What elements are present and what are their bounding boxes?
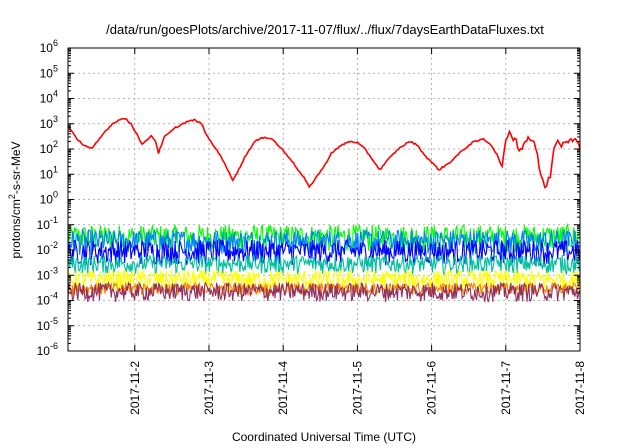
y-tick-label-exponent: 1: [53, 164, 58, 174]
y-tick-label-exponent: -5: [50, 316, 58, 326]
y-tick-label: 100: [40, 190, 58, 207]
y-tick-label: 105: [40, 63, 58, 80]
y-tick-label-base: 10: [37, 344, 51, 358]
y-axis: 10-610-510-410-310-210-11001011021031041…: [37, 38, 580, 358]
x-tick-label: 2017-11-2: [128, 361, 142, 415]
y-tick-label-exponent: -4: [50, 291, 58, 301]
y-tick-label-base: 10: [40, 117, 54, 131]
y-tick-label-base: 10: [37, 243, 51, 257]
y-axis-label: protons/cm2-s-sr-MeV: [7, 141, 23, 258]
x-axis-label: Coordinated Universal Time (UTC): [232, 430, 416, 444]
y-tick-label-base: 10: [40, 193, 54, 207]
y-tick-label-exponent: -2: [50, 240, 58, 250]
y-tick-label-base: 10: [37, 319, 51, 333]
flux-band-6: [67, 280, 580, 303]
y-tick-label-base: 10: [40, 142, 54, 156]
x-tick-label: 2017-11-5: [350, 361, 364, 415]
x-tick-label: 2017-11-6: [425, 361, 439, 415]
y-tick-label: 10-2: [37, 240, 58, 257]
flux-band-2: [67, 238, 580, 267]
y-tick-label-base: 10: [37, 294, 51, 308]
y-tick-label-exponent: 6: [53, 38, 58, 48]
flux-line-0: [67, 117, 581, 189]
y-tick-label: 101: [40, 164, 58, 181]
x-tick-label: 2017-11-4: [276, 361, 290, 415]
y-tick-label-base: 10: [37, 218, 51, 232]
y-tick-label-exponent: -6: [50, 341, 58, 351]
y-tick-label-base: 10: [40, 167, 54, 181]
x-tick-label: 2017-11-8: [573, 361, 587, 415]
y-tick-label: 10-4: [37, 291, 58, 308]
y-axis-label-base: protons/cm: [9, 199, 23, 258]
y-tick-label: 104: [40, 89, 58, 106]
x-axis: 2017-11-2 2017-11-3 2017-11-4 2017-11-5 2017…: [128, 48, 587, 415]
grid: [68, 48, 580, 351]
y-tick-label: 103: [40, 114, 58, 131]
y-tick-label-exponent: 2: [53, 139, 58, 149]
flux-band-3: [67, 253, 580, 276]
x-tick-label: 2017-11-7: [499, 361, 513, 415]
flux-band-1: [67, 227, 580, 257]
y-tick-label-exponent: -1: [50, 215, 58, 225]
chart-title: /data/run/goesPlots/archive/2017-11-07/f…: [106, 22, 544, 37]
y-tick-label-exponent: 3: [53, 114, 58, 124]
y-tick-label: 10-1: [37, 215, 58, 232]
y-tick-label: 10-5: [37, 316, 58, 333]
y-tick-label-exponent: 0: [53, 190, 58, 200]
y-tick-label-base: 10: [40, 92, 54, 106]
low-energy-series: [67, 222, 580, 303]
y-axis-label-superscript: 2: [7, 194, 17, 199]
y-tick-label-exponent: -3: [50, 265, 58, 275]
y-tick-label-exponent: 4: [53, 89, 58, 99]
y-tick-label: 106: [40, 38, 58, 55]
y-tick-label: 10-3: [37, 265, 58, 282]
y-axis-label-rest: -s-sr-MeV: [9, 141, 23, 194]
y-tick-label-base: 10: [40, 41, 54, 55]
y-tick-label-exponent: 5: [53, 63, 58, 73]
x-tick-label: 2017-11-3: [202, 361, 216, 415]
y-tick-label: 102: [40, 139, 58, 156]
y-tick-label-base: 10: [37, 268, 51, 282]
y-tick-label-base: 10: [40, 66, 54, 80]
y-tick-label: 10-6: [37, 341, 58, 358]
high-energy-series: [67, 117, 581, 189]
